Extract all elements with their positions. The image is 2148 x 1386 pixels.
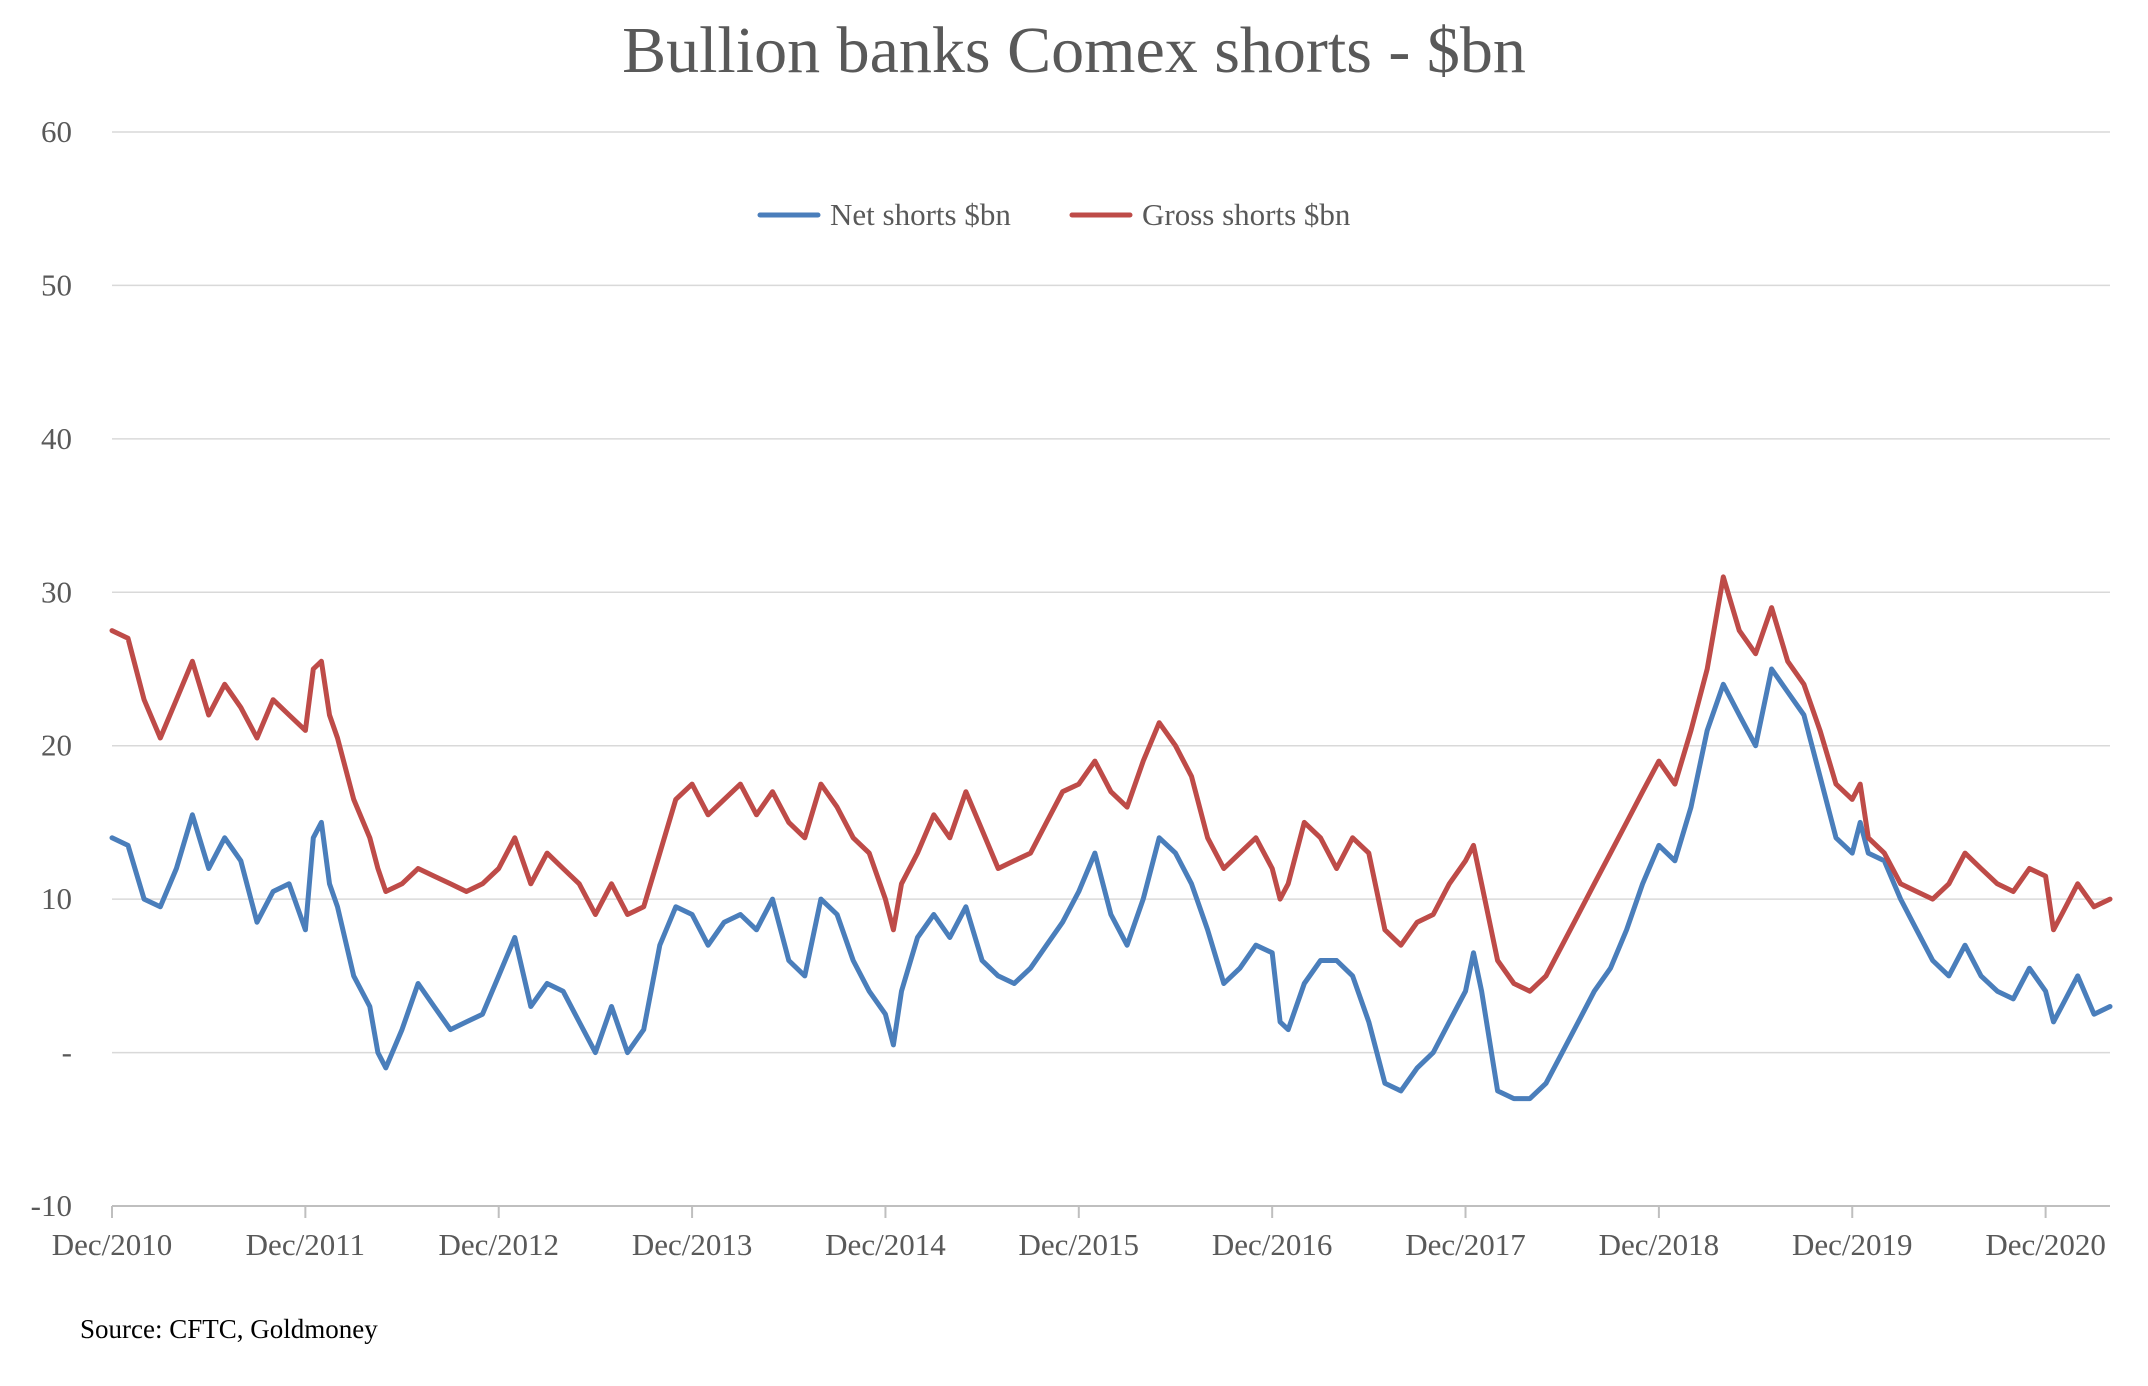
source-note: Source: CFTC, Goldmoney (80, 1314, 378, 1344)
x-axis: Dec/2010 Dec/2011 Dec/2012 Dec/2013 Dec/2014… (52, 1206, 2106, 1262)
x-tick-label: Dec/2012 (438, 1227, 559, 1262)
x-tick-label: Dec/2017 (1405, 1227, 1526, 1262)
y-tick-label: 60 (41, 114, 72, 149)
x-tick-label: Dec/2016 (1212, 1227, 1333, 1262)
series-group (109, 574, 2113, 1102)
x-tick-label: Dec/2018 (1599, 1227, 1720, 1262)
legend: Net shorts $bn Gross shorts $bn (757, 197, 1351, 232)
y-tick-label: 50 (41, 267, 72, 302)
x-tick-label: Dec/2015 (1019, 1227, 1140, 1262)
x-tick-label: Dec/2013 (632, 1227, 753, 1262)
x-tick-label: Dec/2019 (1792, 1227, 1913, 1262)
x-tick-label: Dec/2014 (825, 1227, 946, 1262)
chart-title: Bullion banks Comex shorts - $bn (622, 14, 1526, 87)
legend-label: Net shorts $bn (830, 197, 1011, 232)
x-tick-label: Dec/2011 (246, 1227, 365, 1262)
legend-label: Gross shorts $bn (1142, 197, 1351, 232)
x-tick-label: Dec/2010 (52, 1227, 173, 1262)
grid (112, 131, 2110, 1207)
y-tick-label: 20 (41, 728, 72, 763)
y-tick-label: 10 (41, 881, 72, 916)
x-tick-label: Dec/2020 (1985, 1227, 2106, 1262)
y-tick-label: 40 (41, 421, 72, 456)
y-tick-label: 30 (41, 574, 72, 609)
y-tick-label: - (62, 1035, 72, 1070)
series-line-gross-shorts (109, 574, 2113, 994)
y-tick-label: -10 (31, 1188, 72, 1223)
series-line-net-shorts (109, 666, 2113, 1102)
